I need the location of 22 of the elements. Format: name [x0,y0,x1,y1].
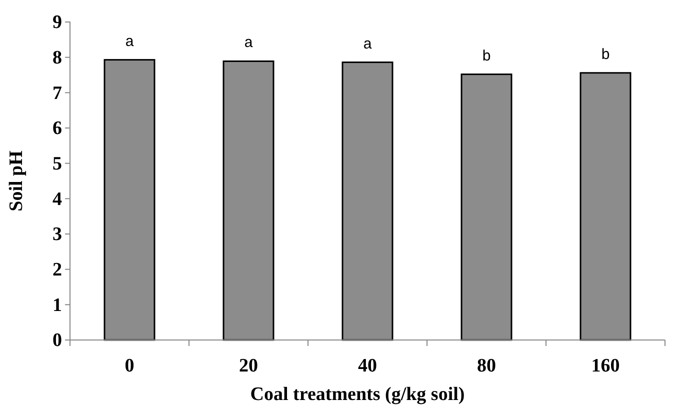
x-tick-label: 80 [477,355,496,376]
x-tick-label: 160 [591,355,620,376]
y-tick-label: 5 [52,153,62,174]
y-tick-label: 8 [52,47,62,68]
y-tick-label: 7 [52,82,62,104]
y-tick-label: 6 [52,118,62,140]
y-tick-label: 3 [52,224,62,246]
y-tick-label: 0 [52,330,62,352]
x-tick-label: 20 [239,355,258,376]
annotation: a [125,32,134,50]
x-tick-label: 0 [124,355,134,376]
x-axis-title: Coal treatments (g/kg soil) [250,384,465,405]
annotation: b [482,47,491,64]
y-tick-label: 9 [52,12,62,34]
y-tick-label: 1 [52,294,62,316]
annotation: a [244,34,254,52]
y-axis-title: Soil pH [6,150,27,212]
x-tick-label: 40 [358,355,377,376]
y-tick-label: 4 [52,188,62,210]
y-tick-label: 2 [52,259,62,280]
annotation: a [363,35,372,52]
annotation: b [601,46,610,63]
